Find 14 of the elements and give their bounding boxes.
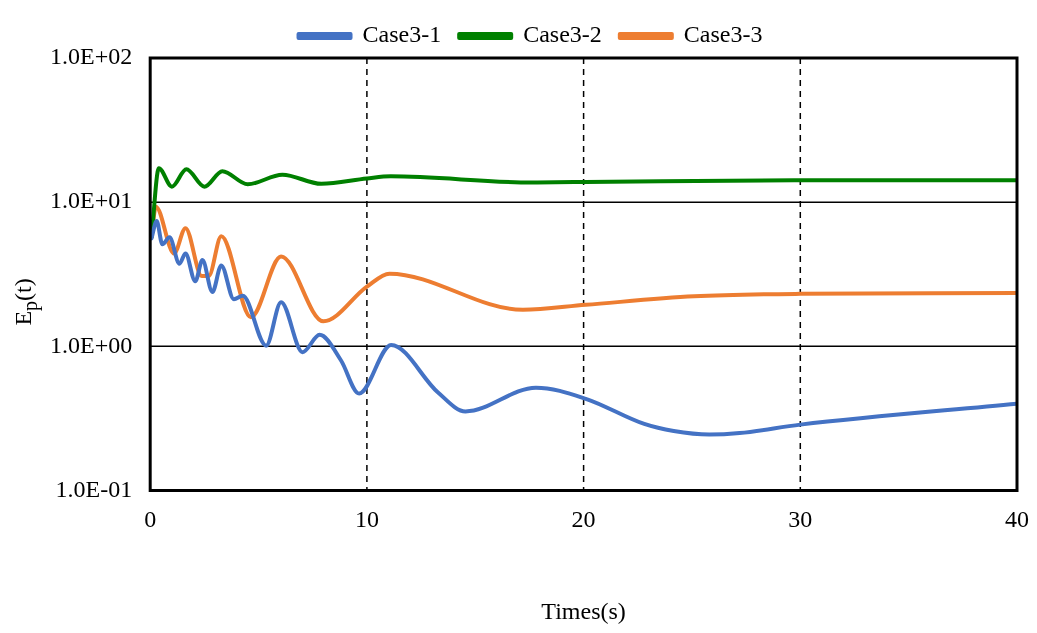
- x-tick-label: 10: [354, 506, 379, 533]
- legend-label: Case3-2: [523, 21, 602, 48]
- x-tick-label: 20: [571, 506, 596, 533]
- y-tick-label: 1.0E-01: [55, 475, 133, 502]
- legend-label: Case3-1: [362, 21, 442, 48]
- x-axis-title: Times(s): [541, 597, 626, 624]
- x-tick-label: 0: [144, 506, 157, 533]
- x-tick-label: 40: [1005, 506, 1029, 533]
- y-tick-label: 1.0E+00: [49, 331, 133, 358]
- y-tick-label: 1.0E+01: [49, 187, 133, 214]
- y-tick-label: 1.0E+02: [49, 43, 133, 70]
- line-series: [150, 218, 1017, 437]
- x-tick-label: 30: [788, 506, 813, 533]
- legend-label: Case3-3: [683, 21, 763, 48]
